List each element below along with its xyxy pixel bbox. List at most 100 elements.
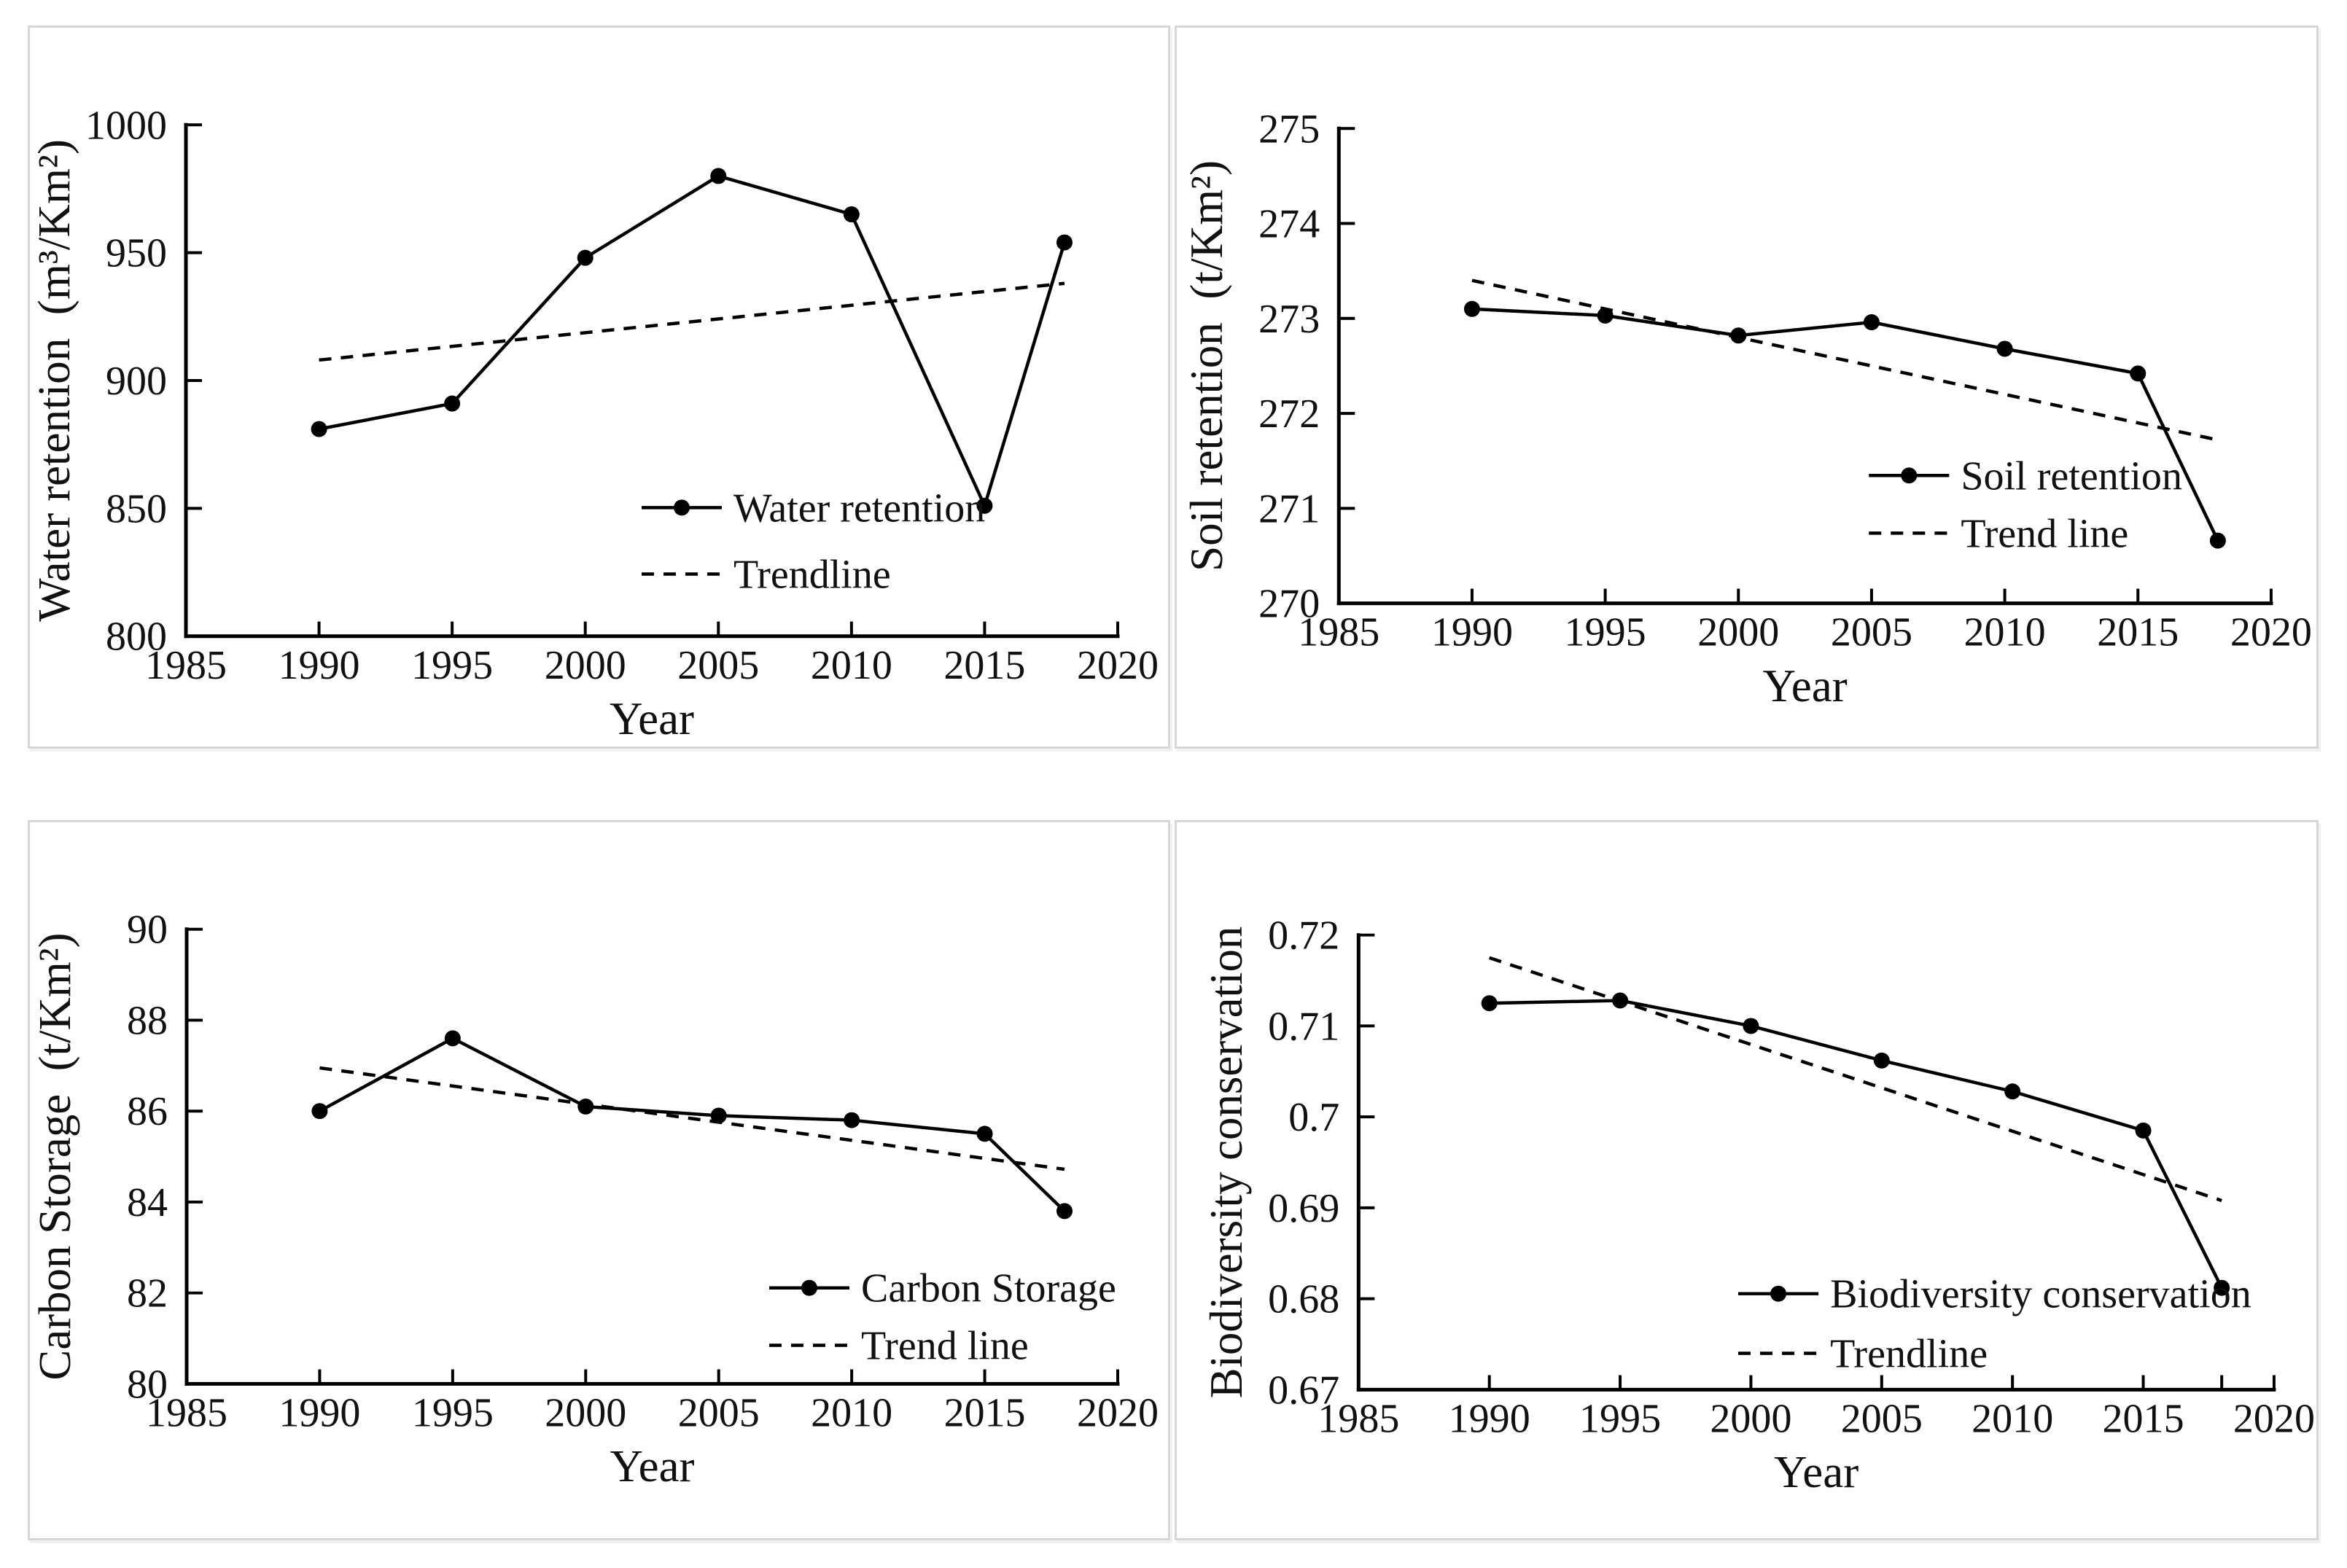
carbon-storage-chart: 80 82 84 86 88 90 1985 1990 1995 2000 2005 2010 2015…: [30, 908, 1159, 1491]
y-axis-title: Soil retention (t/Km²): [1181, 160, 1232, 572]
x-tick-label: 1985: [1317, 1396, 1399, 1441]
x-tick-label: 2020: [1077, 643, 1159, 688]
x-tick-label: 2015: [2102, 1396, 2184, 1441]
data-point: [1996, 340, 2013, 357]
biodiversity-conservation-chart: 0.67 0.68 0.69 0.7 0.71 0.72 1985 1990 1995 2000 2…: [1201, 913, 2315, 1497]
y-tick-label: 275: [1258, 106, 1320, 152]
x-tick-label: 1995: [1565, 610, 1646, 655]
y-axis-title: Carbon Storage (t/Km²): [30, 933, 80, 1381]
y-tick-label: 0.67: [1268, 1368, 1339, 1413]
x-tick-label: 2000: [1710, 1396, 1791, 1441]
x-tick-label: 2015: [943, 643, 1025, 688]
data-series-line: [1471, 307, 2219, 542]
x-tick-label: 2010: [811, 643, 892, 688]
legend-series-label: Biodiversity conservation: [1830, 1272, 2251, 1317]
x-tick-label: 2010: [1964, 610, 2046, 655]
data-series-line: [319, 1037, 1066, 1213]
trend-line: [1488, 956, 2222, 1203]
x-tick-label: 2020: [2230, 610, 2312, 655]
y-axis-title: Biodiversity conservation: [1201, 927, 1252, 1399]
y-axis-title: Water retention (m³/Km²): [30, 139, 79, 622]
data-point: [577, 1098, 594, 1115]
x-tick-label: 1990: [1449, 1396, 1530, 1441]
x-tick-label: 1990: [279, 643, 360, 688]
x-tick-label: 2000: [1697, 610, 1779, 655]
x-tick-label: 1985: [146, 1390, 227, 1435]
chart-panel-biodiversity-conservation: 0.67 0.68 0.69 0.7 0.71 0.72 1985 1990 1995 2000 2…: [1175, 820, 2319, 1540]
x-tick-label: 1995: [1579, 1396, 1661, 1441]
data-point: [2209, 532, 2226, 549]
y-tick-label: 0.72: [1268, 913, 1339, 959]
x-tick-label: 2020: [2233, 1396, 2315, 1441]
x-tick-label: 2010: [1972, 1396, 2053, 1441]
x-tick-label: 2005: [1841, 1396, 1923, 1441]
y-tick-label: 0.7: [1288, 1095, 1339, 1140]
y-tick-label: 86: [127, 1089, 168, 1134]
x-tick-label: 1990: [1431, 610, 1513, 655]
data-point: [2135, 1122, 2152, 1139]
data-point: [976, 497, 993, 514]
x-tick-label: 2000: [545, 1390, 626, 1435]
y-tick-label: 88: [127, 998, 168, 1043]
legend-trend-label: Trend line: [861, 1324, 1029, 1369]
x-axis-title: Year: [1762, 660, 1847, 711]
data-point: [444, 1030, 461, 1047]
data-point: [2214, 1279, 2230, 1296]
legend-series-marker: [1770, 1285, 1787, 1302]
x-tick-label: 2005: [677, 643, 759, 688]
data-point: [2004, 1083, 2021, 1100]
x-axis-title: Year: [1774, 1446, 1858, 1497]
chart-panel-soil-retention: 270 271 272 273 274 275 1985 1990 1995 2000 2005 20…: [1175, 26, 2319, 749]
data-point: [1597, 307, 1614, 324]
x-axis-title: Year: [610, 693, 694, 744]
data-point: [311, 421, 327, 437]
y-tick-label: 274: [1258, 202, 1320, 247]
x-tick-label: 2005: [1831, 610, 1912, 655]
data-series-line: [319, 174, 1067, 508]
x-tick-label: 1990: [279, 1390, 360, 1435]
data-point: [710, 1107, 727, 1124]
data-series-line: [1489, 999, 2224, 1289]
data-point: [843, 206, 860, 223]
x-axis-title: Year: [610, 1440, 694, 1491]
data-point: [1056, 234, 1073, 251]
y-tick-label: 900: [106, 359, 167, 404]
legend-trend-label: Trendline: [733, 553, 891, 598]
y-tick-label: 0.71: [1268, 1004, 1339, 1049]
x-tick-label: 1995: [411, 643, 493, 688]
x-tick-label: 1985: [1298, 610, 1379, 655]
y-tick-label: 1000: [85, 103, 167, 148]
data-point: [2130, 365, 2146, 382]
y-tick-label: 90: [127, 908, 168, 953]
soil-retention-chart: 270 271 272 273 274 275 1985 1990 1995 2000 2005 20…: [1181, 106, 2312, 711]
data-point: [1056, 1203, 1073, 1220]
x-tick-label: 2010: [811, 1390, 892, 1435]
y-tick-label: 850: [106, 486, 167, 531]
y-tick-label: 80: [127, 1362, 168, 1407]
data-point: [577, 249, 593, 266]
x-tick-label: 2015: [2097, 610, 2179, 655]
y-tick-label: 270: [1258, 582, 1320, 627]
legend-trend-label: Trend line: [1961, 511, 2128, 556]
trend-line: [319, 281, 1065, 362]
data-point: [844, 1112, 860, 1128]
y-tick-label: 273: [1258, 297, 1320, 342]
y-tick-label: 84: [127, 1180, 168, 1225]
x-tick-label: 1985: [145, 643, 227, 688]
legend-series-marker: [674, 499, 690, 516]
chart-panel-carbon-storage: 80 82 84 86 88 90 1985 1990 1995 2000 2005 2010 2015…: [28, 820, 1170, 1540]
chart-panel-water-retention: 800 850 900 950 1000 1985 1990 1995 2000 2005 2010…: [28, 26, 1170, 749]
data-point: [1463, 300, 1480, 317]
legend-series-label: Soil retention: [1961, 453, 2182, 499]
y-tick-label: 82: [127, 1271, 168, 1317]
x-tick-label: 1995: [412, 1390, 494, 1435]
data-point: [1612, 992, 1629, 1009]
trend-line: [319, 1066, 1065, 1171]
y-tick-label: 800: [106, 615, 167, 660]
y-tick-label: 0.69: [1268, 1186, 1339, 1231]
x-tick-label: 2000: [545, 643, 626, 688]
data-point: [1743, 1018, 1759, 1034]
data-point: [1863, 313, 1880, 331]
x-tick-label: 2005: [678, 1390, 760, 1435]
